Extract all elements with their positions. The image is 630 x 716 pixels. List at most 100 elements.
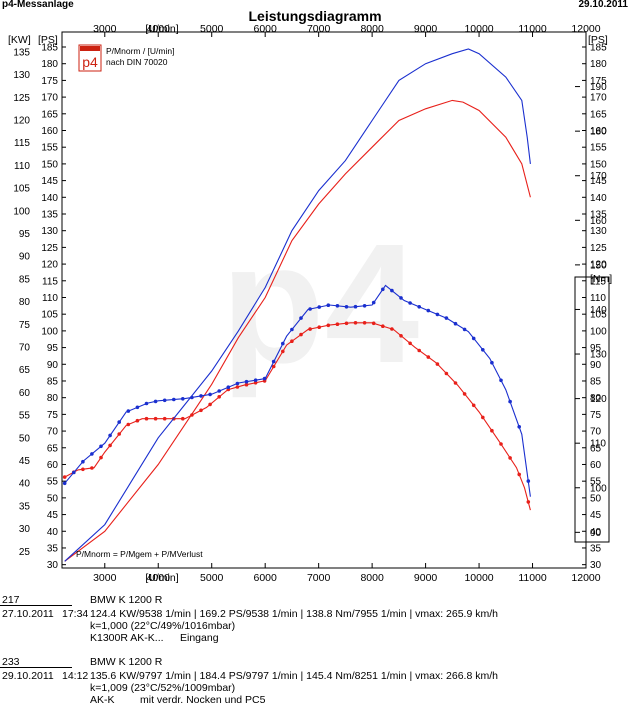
run1-note1: K1300R AK-K...: [90, 632, 164, 644]
torque-point-run-217: [444, 371, 449, 376]
torque-point-run-233: [353, 304, 358, 309]
ps-tick-label-right: 115: [590, 276, 606, 287]
nm-tick-label: 90: [590, 528, 602, 539]
kw-tick-label: 50: [19, 433, 31, 444]
torque-point-run-233: [117, 420, 121, 424]
power-curve-run-217: [64, 99, 531, 562]
torque-point-run-217: [399, 334, 403, 338]
x-tick-label-top: 7000: [307, 23, 331, 35]
run2-conditions: k=1,009 (23°C/52%/1009mbar): [90, 682, 236, 694]
torque-point-run-233: [490, 360, 494, 365]
ps-tick-label-left: 170: [41, 93, 58, 104]
torque-point-run-217: [408, 341, 412, 346]
torque-point-run-233: [62, 481, 67, 486]
torque-point-run-217: [217, 395, 221, 399]
torque-point-run-217: [135, 418, 140, 423]
ps-tick-label-left: 130: [41, 226, 58, 237]
kw-tick-label: 75: [19, 320, 31, 331]
ps-tick-label-right: 180: [590, 59, 607, 70]
nm-tick-label: 150: [590, 260, 607, 271]
ps-tick-label-right: 145: [590, 176, 607, 187]
kw-tick-label: 120: [13, 115, 30, 126]
torque-point-run-217: [471, 403, 476, 408]
ps-tick-label-left: 65: [47, 443, 59, 454]
kw-tick-label: 135: [13, 47, 30, 58]
torque-point-run-217: [199, 408, 203, 413]
torque-point-run-233: [81, 459, 85, 464]
ps-axis-label-left: [PS]: [38, 34, 58, 46]
torque-axis-box: [574, 276, 610, 543]
torque-point-run-217: [253, 381, 258, 385]
ps-tick-label-left: 185: [41, 43, 58, 54]
torque-point-run-217: [490, 428, 494, 433]
torque-point-run-217: [335, 322, 340, 327]
legend: p4 P/Mnorm / [U/min] nach DIN 70020: [78, 44, 174, 72]
torque-point-run-233: [335, 304, 340, 308]
x-tick-label-bottom: 7000: [307, 572, 331, 584]
ps-tick-label-left: 70: [47, 427, 59, 438]
kw-tick-label: 90: [19, 252, 31, 263]
ps-tick-label-left: 100: [41, 326, 58, 337]
kw-tick-label: 125: [13, 93, 30, 104]
tick-labels: 3000 3000 4000 4000 5000 5000 6000 6000 7000 7000…: [13, 23, 607, 584]
torque-point-run-233: [271, 359, 276, 364]
torque-point-run-233: [326, 303, 331, 308]
torque-point-run-217: [453, 381, 458, 385]
x-tick-label-bottom: 5000: [200, 572, 224, 584]
torque-point-run-217: [326, 323, 331, 328]
x-tick-label-top: 5000: [200, 23, 224, 35]
series: [62, 48, 531, 562]
torque-point-run-233: [517, 425, 521, 429]
torque-point-run-233: [290, 327, 294, 332]
torque-point-run-217: [208, 402, 212, 407]
ps-tick-label-left: 95: [47, 343, 59, 354]
kw-tick-label: 40: [19, 479, 31, 490]
legend-line-2: nach DIN 70020: [106, 57, 168, 67]
torque-point-run-233: [172, 397, 176, 402]
nm-tick-label: 130: [590, 350, 607, 361]
ps-tick-label-right: 65: [590, 443, 602, 454]
ps-tick-label-right: 80: [590, 393, 602, 404]
ps-tick-label-left: 45: [47, 510, 59, 521]
ps-tick-label-right: 40: [590, 527, 602, 538]
ps-tick-label-left: 145: [41, 176, 58, 187]
ps-tick-label-right: 110: [590, 293, 606, 304]
torque-point-run-233: [308, 307, 312, 311]
torque-point-run-233: [126, 409, 131, 413]
chart-title: Leistungsdiagramm: [248, 8, 382, 24]
torque-point-run-233: [371, 300, 376, 305]
torque-point-run-217: [317, 325, 322, 330]
run2-date: 29.10.2011: [2, 670, 54, 682]
legend-line-1: P/Mnorm / [U/min]: [106, 46, 174, 56]
x-tick-label-bottom: 9000: [414, 572, 438, 584]
torque-point-run-217: [271, 364, 276, 369]
torque-point-run-217: [153, 416, 158, 421]
p4-logo-text: p4: [82, 54, 98, 70]
run1-underline: [0, 605, 72, 606]
run2-id: 233: [2, 656, 20, 668]
ps-tick-label-left: 40: [47, 527, 59, 538]
ps-tick-label-right: 60: [590, 460, 602, 471]
kw-tick-label: 70: [19, 343, 31, 354]
ps-tick-label-left: 120: [41, 260, 58, 271]
torque-point-run-217: [362, 321, 367, 325]
ps-tick-label-right: 125: [590, 243, 607, 254]
torque-point-run-217: [117, 432, 121, 436]
run1-time: 17:34: [62, 608, 89, 620]
x-tick-label-bottom: 12000: [571, 572, 600, 584]
torque-point-run-233: [281, 341, 285, 346]
torque-point-run-233: [190, 395, 194, 400]
x-tick-label-top: 8000: [360, 23, 384, 35]
torque-point-run-233: [144, 401, 149, 406]
torque-point-run-233: [299, 316, 303, 320]
run1-vehicle: BMW K 1200 R: [90, 594, 163, 606]
torque-point-run-217: [290, 339, 294, 344]
ps-tick-label-right: 70: [590, 427, 602, 438]
ps-tick-label-left: 125: [41, 243, 58, 254]
ps-tick-label-left: 105: [41, 310, 58, 321]
nm-tick-label: 170: [590, 171, 607, 182]
ps-tick-label-left: 85: [47, 376, 59, 387]
run1-date: 27.10.2011: [2, 608, 54, 620]
run2-underline: [0, 667, 72, 668]
ps-tick-label-left: 155: [41, 143, 58, 154]
